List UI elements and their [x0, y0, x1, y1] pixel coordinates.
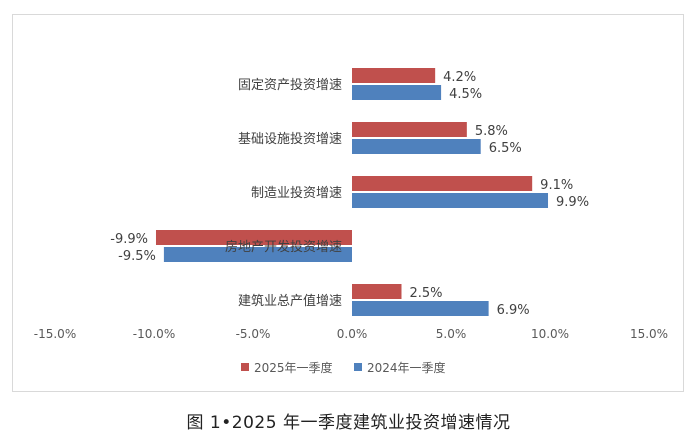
data-label: 4.2%: [443, 70, 476, 85]
category-label: 基础设施投资增速: [238, 131, 342, 147]
legend-label: 2024年一季度: [367, 360, 446, 375]
bar: [163, 247, 352, 262]
figure-caption: 图 1•2025 年一季度建筑业投资增速情况: [186, 413, 511, 433]
data-label: 4.5%: [449, 87, 482, 102]
data-label: 6.5%: [489, 141, 522, 156]
data-label: 9.9%: [556, 195, 589, 210]
data-labels: 4.2% 4.5% 5.8% 6.5% 9.1% 9.9% -9.9% -9.5% 2.5% 6.…: [110, 70, 589, 318]
data-label: 9.1%: [540, 178, 573, 193]
x-tick-label: 0.0%: [337, 327, 368, 341]
category-label: 建筑业总产值增速: [238, 293, 342, 309]
bar: [352, 122, 467, 137]
bar: [352, 176, 533, 191]
category-label: 房地产开发投资增速: [225, 239, 342, 255]
data-label: -9.5%: [118, 249, 156, 264]
data-label: 2.5%: [410, 286, 443, 301]
x-axis-tick-labels: -15.0% -10.0% -5.0% 0.0% 5.0% 10.0% 15.0%: [34, 327, 668, 341]
legend-swatch: [354, 363, 362, 371]
data-label: 5.8%: [475, 124, 508, 139]
legend-label: 2025年一季度: [254, 360, 333, 375]
bar: [352, 68, 436, 83]
category-label: 固定资产投资增速: [238, 77, 342, 93]
x-tick-label: -5.0%: [236, 327, 271, 341]
category-label: 制造业投资增速: [251, 185, 342, 201]
bar: [352, 139, 481, 154]
chart-panel: 固定资产投资增速 基础设施投资增速制造业投资增速房地产开发投资增速建筑业总产值增速…: [12, 14, 684, 392]
bar: [352, 301, 489, 316]
x-tick-label: 10.0%: [531, 327, 569, 341]
x-tick-label: -10.0%: [133, 327, 175, 341]
data-label: 6.9%: [497, 303, 530, 318]
bar-chart: 固定资产投资增速基础设施投资增速制造业投资增速房地产开发投资增速建筑业总产值增速…: [34, 68, 668, 375]
bars-group: [155, 68, 549, 316]
bar: [155, 230, 352, 245]
legend: 2025年一季度 2024年一季度: [241, 360, 446, 375]
legend-swatch: [241, 363, 249, 371]
bar: [352, 284, 402, 299]
x-tick-label: 15.0%: [630, 327, 668, 341]
bar: [352, 85, 442, 100]
data-label: -9.9%: [110, 232, 148, 247]
x-tick-label: 5.0%: [436, 327, 467, 341]
bar: [352, 193, 549, 208]
x-tick-label: -15.0%: [34, 327, 76, 341]
